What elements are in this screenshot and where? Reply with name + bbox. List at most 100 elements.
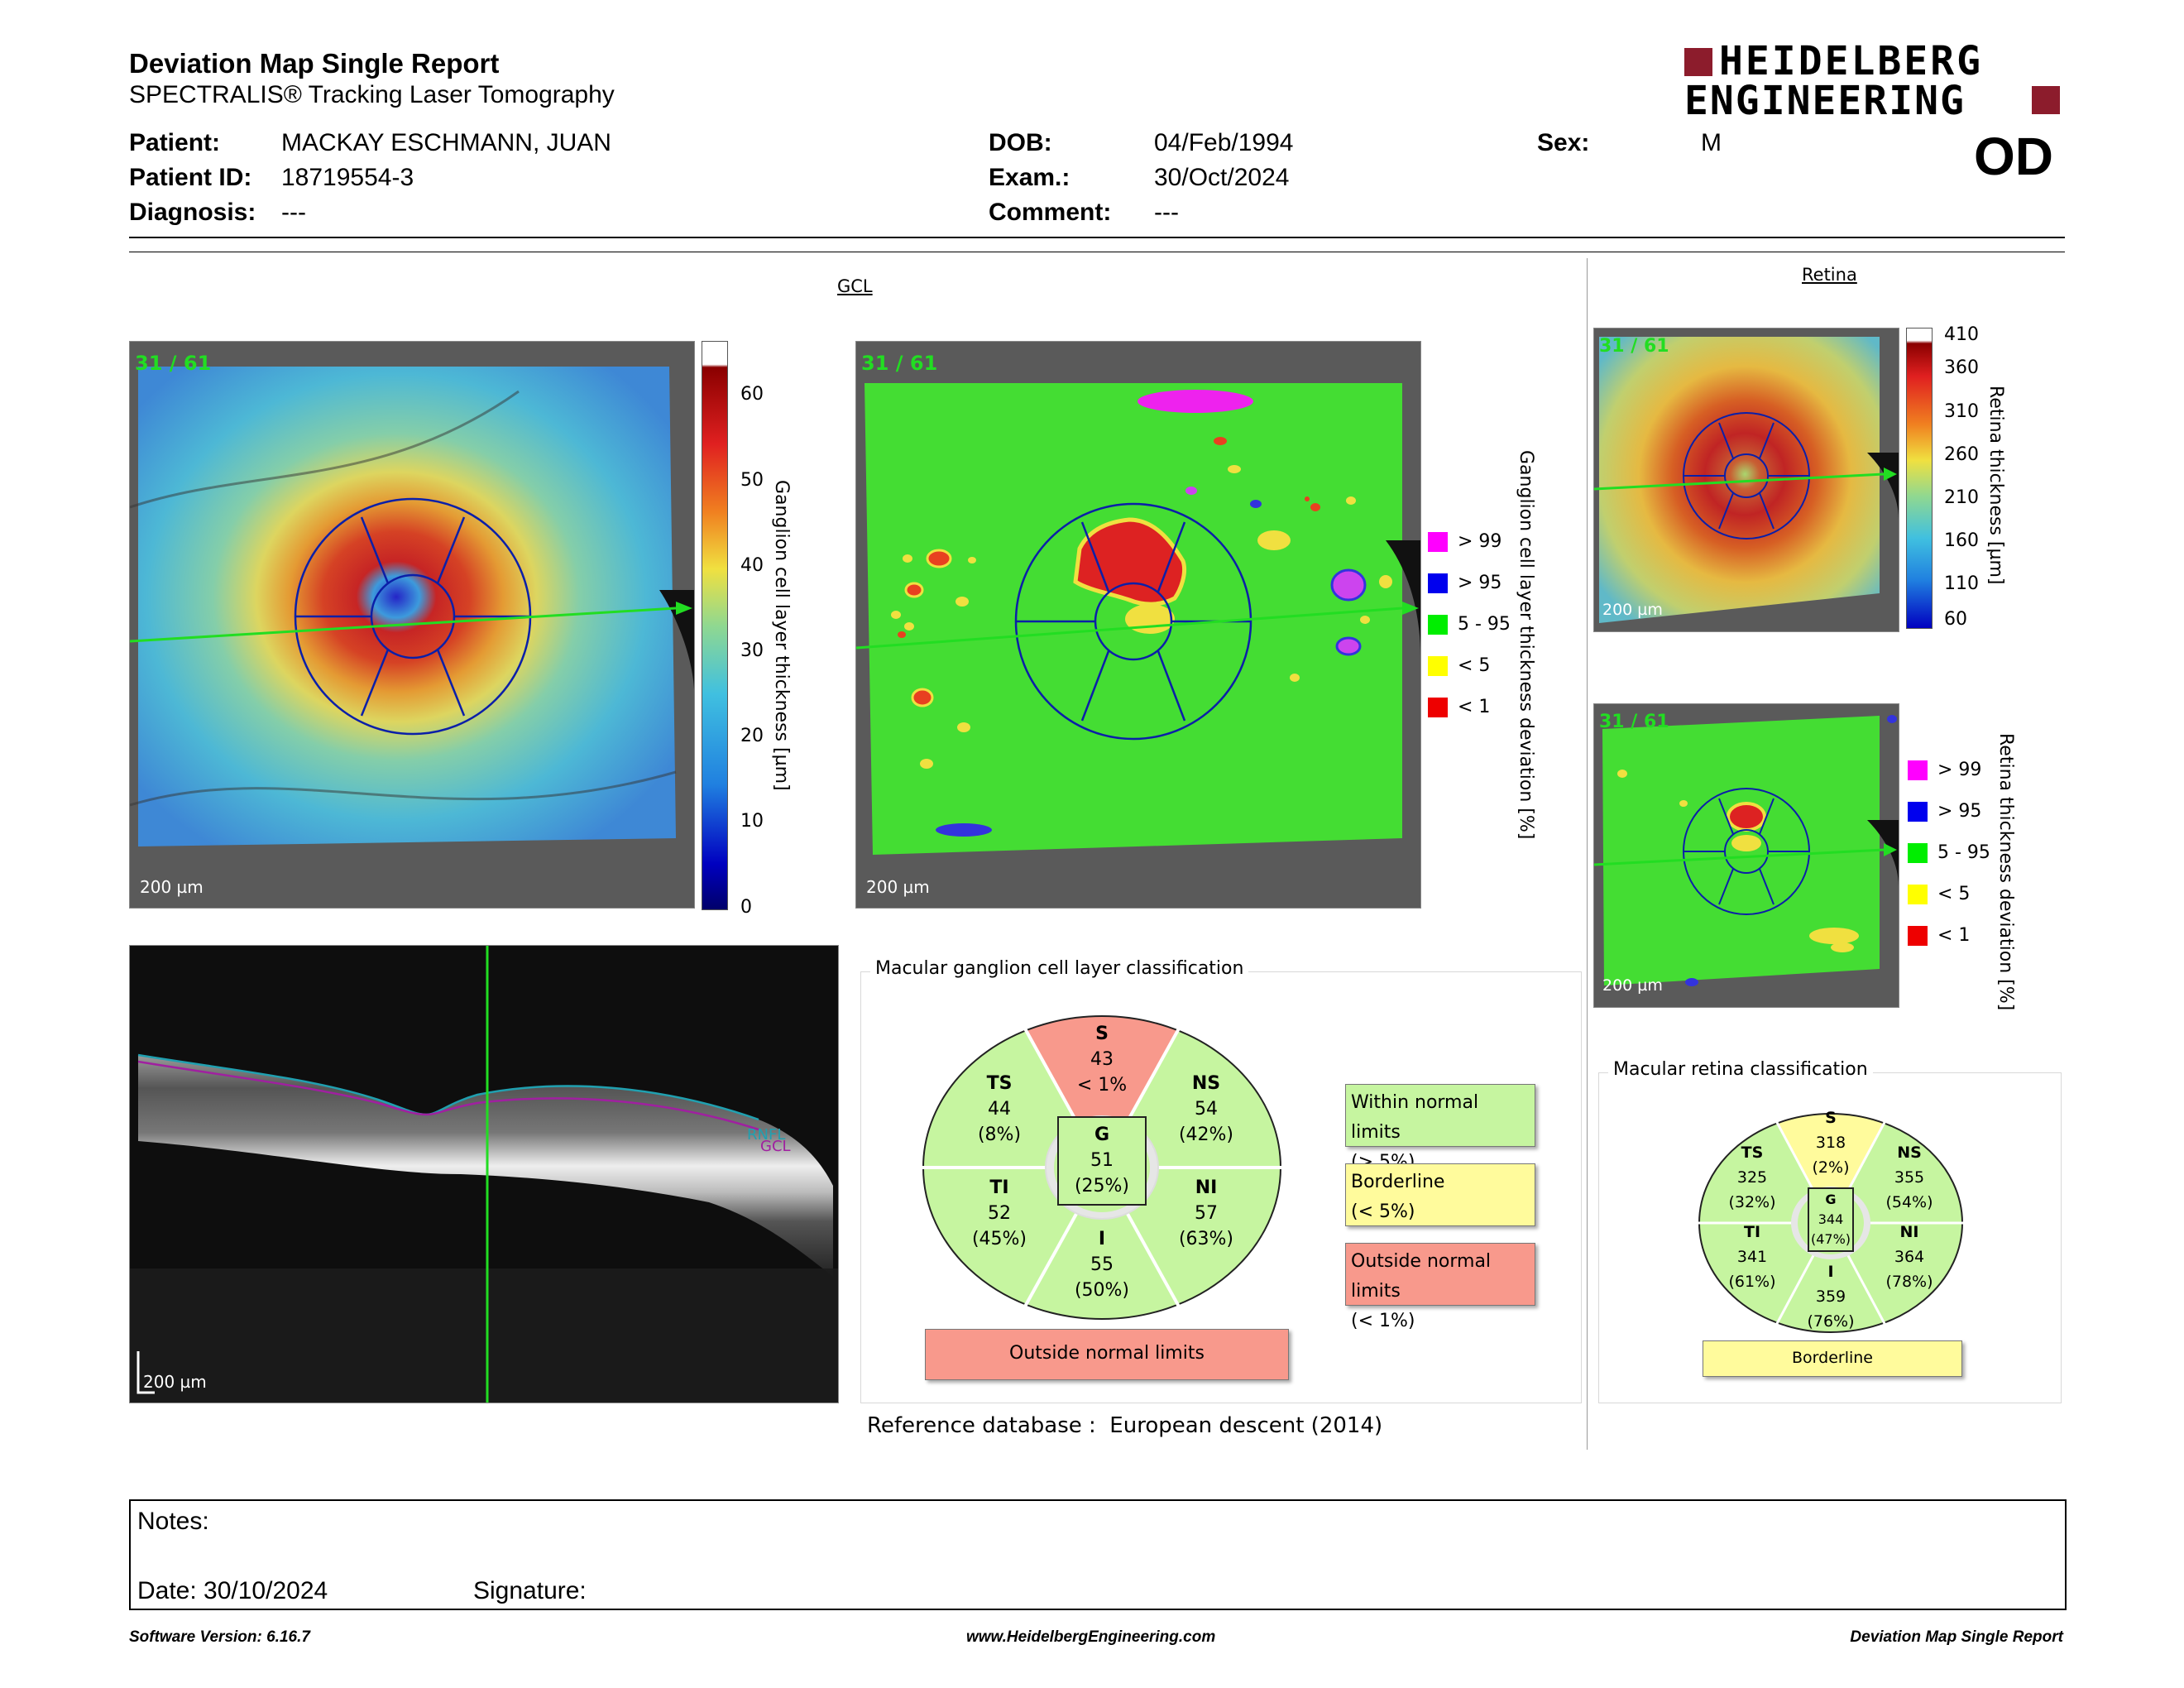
gcl-map-slice-counter: 31 / 61: [135, 352, 211, 375]
legend-swatch-icon: [1428, 615, 1448, 635]
retina-cb-tick: 260: [1944, 444, 1979, 465]
notes-box[interactable]: Notes: Date: 30/10/2024 Signature:: [129, 1499, 2067, 1610]
diagnosis-value: ---: [281, 199, 306, 226]
retina-deviation-map: 31 / 61 200 µm: [1593, 703, 1899, 1008]
sex-value: M: [1701, 129, 1722, 156]
legend-borderline: Borderline (< 5%): [1345, 1163, 1535, 1226]
sex-label: Sex:: [1537, 129, 1590, 156]
notes-label: Notes:: [137, 1508, 209, 1535]
exam-value: 30/Oct/2024: [1154, 164, 1290, 191]
gcl-deviation-axis-label: Ganglion cell layer thickness deviation …: [1516, 450, 1536, 840]
gcl-legend-item: > 99: [1428, 531, 1502, 552]
gcl-classification-labels: S 43 < 1% TS 44 (8%) NS 54 (42%) TI 52 (45%) NI 5…: [922, 1014, 1282, 1321]
gcl-thickness-axis-label: Ganglion cell layer thickness [µm]: [771, 480, 792, 791]
legend-within: Within normal limits (> 5%): [1345, 1084, 1535, 1172]
legend-swatch-icon: [1428, 698, 1448, 717]
gcl-sector-s: S 43 < 1%: [1076, 1024, 1128, 1096]
eye-indicator: OD: [1974, 127, 2053, 186]
retina-etdrs-grid: [1683, 412, 1810, 539]
retina-sector-i: I 359 (76%): [1807, 1263, 1855, 1331]
patient-label: Patient:: [129, 129, 221, 156]
gcl-center-box: [1057, 1116, 1147, 1206]
gcl-map-scale: 200 µm: [140, 877, 204, 897]
gcl-cb-tick: 40: [740, 555, 764, 576]
exam-label: Exam.:: [989, 164, 1070, 191]
gcl-sector-i: I 55 (50%): [1074, 1229, 1130, 1301]
bscan-scale-label: 200 µm: [143, 1372, 207, 1392]
legend-swatch-icon: [1428, 532, 1448, 552]
gcl-legend-item: > 95: [1428, 573, 1502, 593]
retina-sector-ni: NI 364 (78%): [1885, 1223, 1933, 1291]
logo-line1: HEIDELBERG: [1719, 38, 1983, 84]
gcl-colorbar-ticks: 60 50 40 30 20 10 0: [740, 384, 774, 918]
gcl-legend-item: < 5: [1428, 655, 1490, 676]
reference-database: Reference database : European descent (2…: [867, 1413, 1383, 1438]
gcl-section-label: GCL: [837, 276, 873, 296]
retina-center-box: [1808, 1187, 1854, 1252]
gcl-legend-item: 5 - 95: [1428, 614, 1511, 635]
retina-sector-s: S 318 (2%): [1812, 1109, 1850, 1177]
retina-classification-labels: S 318 (2%) TS 325 (32%) NS 355 (54%) TI 341 (61%…: [1698, 1109, 1964, 1334]
legend-swatch-icon: [1428, 573, 1448, 593]
comment-value: ---: [1154, 199, 1179, 226]
retina-sector-ti: TI 341 (61%): [1728, 1223, 1776, 1291]
diagnosis-label: Diagnosis:: [129, 199, 256, 226]
retina-dev-slice-counter: 31 / 61: [1599, 712, 1669, 732]
retina-legend-item: > 95: [1908, 801, 1981, 822]
retina-dev-scale: 200 µm: [1602, 976, 1663, 995]
legend-swatch-icon: [1908, 926, 1928, 946]
retina-section-label: Retina: [1802, 265, 1857, 285]
retina-colorbar-ticks: 410 360 310 260 210 160 110 60: [1944, 324, 1994, 631]
gcl-cb-tick: 0: [740, 897, 752, 918]
retina-cb-tick: 360: [1944, 357, 1979, 378]
gcl-etdrs-grid: [294, 497, 532, 736]
dob-value: 04/Feb/1994: [1154, 129, 1294, 156]
gcl-sector-ns: NS 54 (42%): [1178, 1073, 1234, 1145]
gcl-cb-tick: 50: [740, 470, 764, 491]
report-subtitle: SPECTRALIS® Tracking Laser Tomography: [129, 81, 615, 108]
dob-label: DOB:: [989, 129, 1052, 156]
gcl-classification-chart: [922, 1014, 1282, 1321]
patient-id-value: 18719554-3: [281, 164, 414, 191]
gcl-dev-slice-counter: 31 / 61: [861, 352, 937, 375]
gcl-deviation-grid: [1014, 502, 1252, 741]
retina-deviation-axis-label: Retina thickness deviation [%]: [1995, 733, 2016, 1011]
gcl-sector-ts: TS 44 (8%): [977, 1073, 1022, 1145]
retina-cb-tick: 410: [1944, 324, 1979, 345]
gcl-sector-ti: TI 52 (45%): [971, 1177, 1027, 1249]
bscan-scale-bar-icon: [136, 1351, 155, 1394]
legend-swatch-icon: [1908, 802, 1928, 822]
retina-sector-ts: TS 325 (32%): [1728, 1144, 1776, 1211]
gcl-cb-tick: 30: [740, 640, 764, 661]
gcl-cb-tick: 60: [740, 384, 764, 405]
footer-report: Deviation Map Single Report: [1850, 1628, 2063, 1646]
gcl-result-box: Outside normal limits: [925, 1329, 1289, 1380]
gcl-dev-scale: 200 µm: [866, 877, 930, 897]
legend-swatch-icon: [1908, 843, 1928, 863]
footer-website[interactable]: www.HeidelbergEngineering.com: [966, 1628, 1216, 1646]
retina-thickness-map: 31 / 61 200 µm: [1593, 328, 1899, 632]
comment-label: Comment:: [989, 199, 1112, 226]
footer-software: Software Version: 6.16.7: [129, 1628, 310, 1646]
retina-sector-g: G 344 (47%): [1810, 1192, 1851, 1247]
retina-sector-ns: NS 355 (54%): [1885, 1144, 1933, 1211]
logo-square-top-icon: [1684, 48, 1712, 76]
retina-legend-item: < 1: [1908, 925, 1970, 946]
vertical-divider: [1587, 258, 1588, 1450]
retina-cb-tick: 160: [1944, 530, 1979, 551]
retina-thickness-colorbar: [1906, 328, 1933, 629]
retina-legend-item: > 99: [1908, 760, 1981, 780]
logo-square-bottom-icon: [2032, 86, 2060, 114]
gcl-deviation-map: 31 / 61 200 µm: [855, 341, 1421, 909]
patient-id-label: Patient ID:: [129, 164, 252, 191]
legend-swatch-icon: [1908, 885, 1928, 904]
gcl-thickness-colorbar: [702, 341, 728, 910]
bscan-layer-label-gcl: GCL: [760, 1138, 791, 1155]
retina-legend-item: < 5: [1908, 884, 1970, 904]
retina-cb-tick: 60: [1944, 609, 1967, 630]
logo-line2: ENGINEERING: [1684, 78, 1966, 124]
legend-swatch-icon: [1908, 760, 1928, 780]
retina-map-slice-counter: 31 / 61: [1599, 336, 1669, 357]
retina-classification-chart: [1698, 1112, 1964, 1334]
gcl-thickness-map: 31 / 61 200 µm: [129, 341, 695, 909]
